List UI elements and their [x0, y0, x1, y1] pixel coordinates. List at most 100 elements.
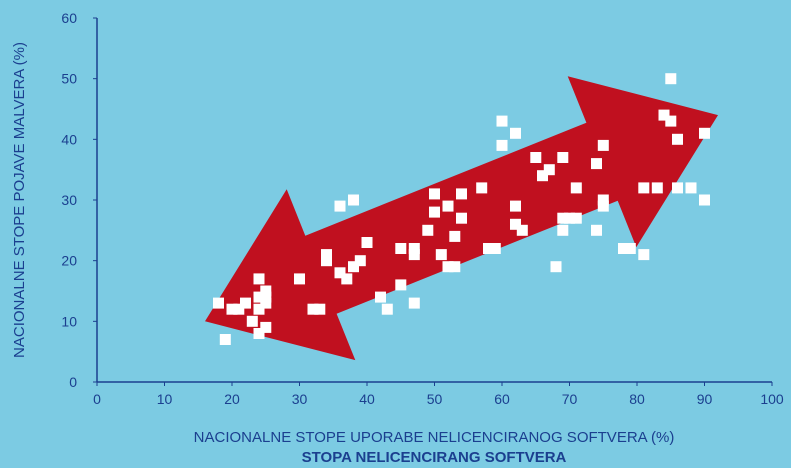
data-point — [591, 224, 602, 236]
x-axis-label: NACIONALNE STOPE UPORABE NELICENCIRANOG … — [194, 429, 675, 446]
y-tick-label: 10 — [61, 313, 77, 329]
x-axis-sublabel: STOPA NELICENCIRANG SOFTVERA — [302, 449, 567, 466]
data-point — [240, 297, 251, 309]
data-point — [429, 188, 440, 200]
data-point — [597, 200, 609, 212]
data-point — [408, 249, 420, 261]
data-point — [375, 291, 386, 303]
data-points — [213, 73, 710, 345]
data-point — [314, 303, 326, 315]
data-point — [294, 273, 305, 285]
data-point — [570, 182, 582, 194]
data-point — [550, 261, 562, 273]
data-point — [685, 182, 697, 194]
data-point — [530, 152, 542, 163]
data-point — [408, 243, 420, 254]
y-tick-label: 50 — [61, 71, 77, 87]
data-point — [456, 212, 467, 224]
data-point — [449, 230, 461, 242]
data-point — [435, 249, 447, 261]
data-point — [516, 224, 528, 236]
x-tick-label: 90 — [697, 391, 713, 407]
data-point — [213, 297, 224, 309]
data-point — [253, 291, 265, 303]
data-point — [597, 194, 609, 206]
data-point — [226, 303, 238, 315]
data-point — [510, 218, 521, 230]
data-point — [651, 182, 663, 194]
x-tick-label: 60 — [494, 391, 510, 407]
x-tick-label: 50 — [427, 391, 443, 407]
data-point — [219, 334, 231, 345]
data-point — [246, 315, 258, 327]
data-point — [665, 115, 677, 127]
y-tick-label: 20 — [61, 253, 77, 269]
data-point — [496, 139, 508, 151]
data-point — [429, 206, 440, 218]
data-point — [557, 224, 569, 236]
data-point — [260, 285, 272, 297]
y-tick-label: 30 — [61, 192, 77, 208]
data-point — [483, 243, 494, 254]
data-point — [658, 109, 670, 121]
data-point — [699, 194, 710, 206]
data-point — [341, 273, 353, 285]
x-tick-label: 10 — [157, 391, 173, 407]
data-point — [348, 194, 359, 206]
data-point — [233, 303, 245, 315]
data-point — [321, 249, 332, 261]
data-point — [672, 182, 683, 194]
data-point — [591, 158, 602, 170]
y-tick-label: 0 — [69, 374, 77, 390]
data-point — [597, 139, 609, 151]
data-point — [334, 267, 346, 279]
x-tick-label: 70 — [562, 391, 578, 407]
axis-ticks: 0 10 20 30 40 50 60 70 80 90 100 0 10 20 30 40 50 60 — [61, 10, 783, 407]
data-point — [260, 291, 272, 303]
data-point — [253, 273, 265, 285]
y-axis-label: NACIONALNE STOPE POJAVE MALVERA (%) — [11, 42, 28, 358]
data-point — [321, 255, 332, 267]
data-point — [564, 212, 575, 224]
x-tick-label: 40 — [359, 391, 375, 407]
data-point — [442, 200, 454, 212]
data-point — [456, 188, 467, 200]
data-point — [354, 255, 366, 267]
data-point — [557, 152, 569, 163]
data-point — [699, 127, 710, 139]
x-tick-label: 0 — [93, 391, 101, 407]
data-point — [510, 200, 521, 212]
y-tick-label: 40 — [61, 131, 77, 147]
data-point — [253, 328, 265, 339]
data-point — [408, 297, 420, 309]
data-point — [348, 261, 359, 273]
data-point — [638, 249, 650, 261]
data-point — [624, 243, 636, 254]
data-point — [260, 321, 272, 333]
data-point — [449, 261, 461, 273]
data-point — [253, 303, 265, 315]
y-tick-label: 60 — [61, 10, 77, 26]
data-point — [543, 164, 555, 176]
data-point — [395, 279, 407, 291]
data-point — [442, 261, 454, 273]
x-tick-label: 80 — [629, 391, 645, 407]
data-point — [260, 297, 272, 309]
data-point — [334, 200, 346, 212]
data-point — [537, 170, 548, 182]
x-tick-label: 100 — [760, 391, 784, 407]
x-tick-label: 30 — [292, 391, 308, 407]
data-point — [395, 243, 407, 254]
data-point — [476, 182, 488, 194]
data-point — [361, 237, 373, 248]
data-point — [510, 127, 521, 139]
data-point — [496, 115, 508, 127]
data-point — [638, 182, 650, 194]
data-point — [422, 224, 434, 236]
x-tick-label: 20 — [224, 391, 240, 407]
data-point — [618, 243, 629, 254]
data-point — [307, 303, 319, 315]
data-point — [665, 73, 677, 85]
data-point — [489, 243, 501, 254]
